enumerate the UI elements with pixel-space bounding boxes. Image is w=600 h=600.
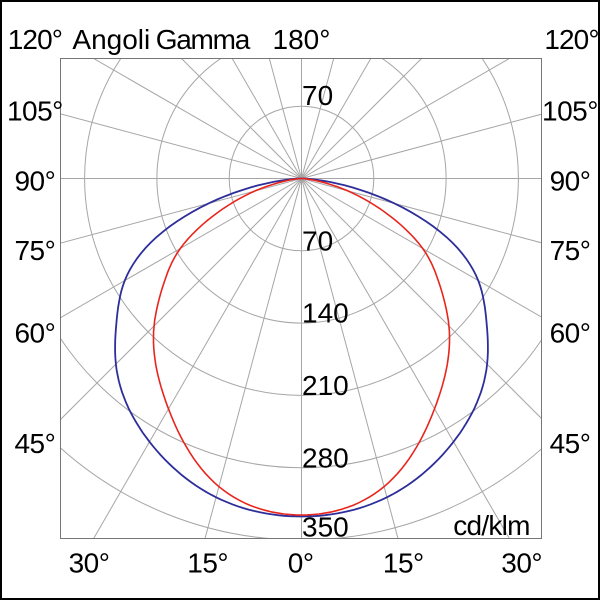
svg-text:90°: 90° [550,165,591,196]
svg-text:60°: 60° [14,318,55,349]
svg-text:15°: 15° [187,548,228,579]
svg-text:0°: 0° [288,548,314,579]
svg-text:350: 350 [302,512,349,543]
svg-text:Gamma: Gamma [156,24,251,55]
svg-text:30°: 30° [69,548,110,579]
svg-text:75°: 75° [14,235,55,266]
svg-text:90°: 90° [14,165,55,196]
svg-text:280: 280 [302,442,349,473]
svg-text:105°: 105° [7,96,63,127]
svg-text:45°: 45° [14,428,55,459]
svg-text:180°: 180° [273,24,331,55]
svg-text:140: 140 [302,298,349,329]
svg-text:105°: 105° [542,96,598,127]
svg-text:75°: 75° [550,235,591,266]
svg-text:60°: 60° [550,318,591,349]
svg-text:30°: 30° [501,548,542,579]
svg-text:15°: 15° [383,548,424,579]
svg-text:Angoli: Angoli [72,24,150,55]
svg-text:70: 70 [302,225,333,256]
svg-text:120°: 120° [8,24,62,55]
svg-text:210: 210 [302,370,349,401]
svg-text:120°: 120° [544,24,598,55]
svg-text:45°: 45° [550,428,591,459]
svg-text:70: 70 [302,80,333,111]
svg-text:cd/klm: cd/klm [453,510,529,541]
